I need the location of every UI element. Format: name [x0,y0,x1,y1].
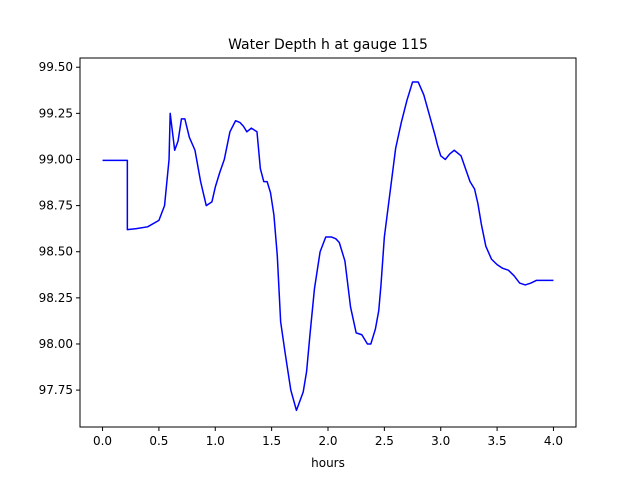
y-tick-label: 98.50 [39,245,73,259]
x-axis-ticks: 0.0 0.5 1.0 1.5 2.0 2.5 3.0 3.5 4.0 [93,427,563,448]
y-tick-label: 98.25 [39,291,73,305]
x-tick-label: 3.0 [431,434,450,448]
y-tick-label: 98.00 [39,337,73,351]
x-tick-label: 1.0 [206,434,225,448]
axes-frame [79,57,577,428]
x-tick-label: 2.5 [375,434,394,448]
x-tick-label: 4.0 [544,434,563,448]
x-axis-label: hours [311,456,345,470]
x-tick-label: 2.0 [318,434,337,448]
plot-area [102,81,554,412]
y-tick-label: 99.25 [39,106,73,120]
y-tick-label: 99.50 [39,60,73,74]
x-tick-label: 0.5 [149,434,168,448]
series-line-0 [102,81,554,412]
y-tick-label: 99.00 [39,152,73,166]
x-tick-label: 1.5 [262,434,281,448]
y-tick-label: 98.75 [39,199,73,213]
y-tick-label: 97.75 [39,383,73,397]
x-tick-label: 3.5 [488,434,507,448]
chart-title: Water Depth h at gauge 115 [228,37,428,53]
x-tick-label: 0.0 [93,434,112,448]
y-axis-ticks: 97.75 98.00 98.25 98.50 98.75 99.00 99.25 99.50 [39,60,80,397]
